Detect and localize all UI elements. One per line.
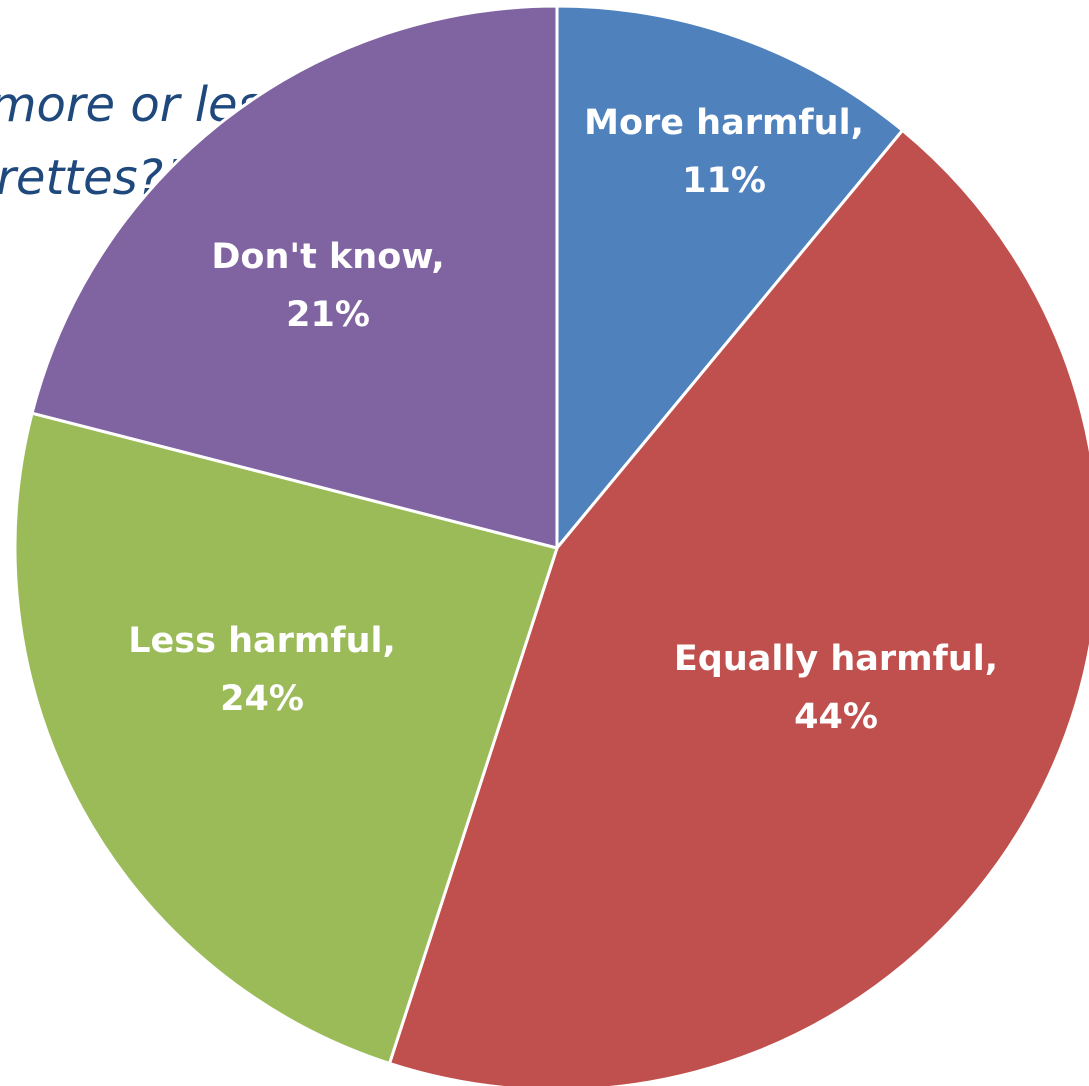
data-label-less-harmful: Less harmful, 24% — [128, 621, 396, 719]
data-label-percent: 11% — [682, 161, 766, 201]
pie-data-labels: More harmful, 11% Equally harmful, 44% Less … — [128, 103, 998, 737]
pie-slice-equally-harmful — [388, 128, 1089, 1086]
data-label-percent: 24% — [220, 679, 304, 719]
data-label-don-t-know: Don't know, 21% — [211, 237, 444, 335]
data-label-category: Less harmful, — [128, 621, 396, 661]
pie-slice-don-t-know — [30, 4, 559, 550]
data-label-category: More harmful, — [584, 103, 864, 143]
data-label-more-harmful: More harmful, 11% — [584, 103, 864, 201]
pie-slice-less-harmful — [13, 411, 559, 1065]
pie-slices — [13, 4, 1089, 1086]
pie-slice-more-harmful — [555, 4, 904, 550]
data-label-category: Don't know, — [211, 237, 444, 277]
data-label-category: Equally harmful, — [674, 639, 998, 679]
data-label-equally-harmful: Equally harmful, 44% — [674, 639, 998, 737]
data-label-percent: 21% — [286, 295, 370, 335]
data-label-percent: 44% — [794, 697, 878, 737]
